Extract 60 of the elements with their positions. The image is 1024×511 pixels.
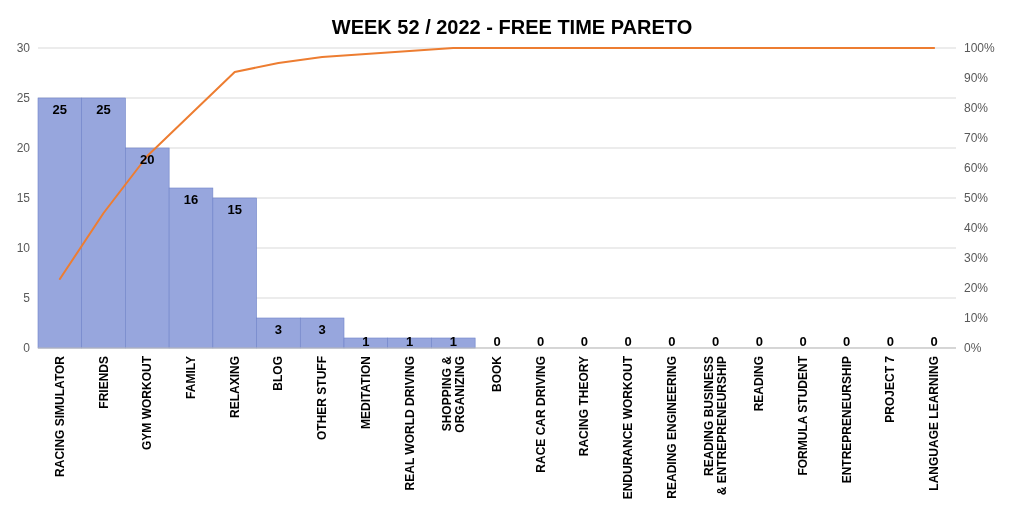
- x-tick-label: RELAXING: [227, 356, 242, 419]
- y-tick-label: 25: [16, 91, 31, 105]
- data-label: 25: [52, 102, 68, 117]
- y2-tick-label: 90%: [964, 71, 989, 85]
- x-tick-label: LANGUAGE LEARNING: [927, 356, 942, 491]
- x-tick-label: RACING THEORY: [577, 356, 592, 457]
- y2-tick-label: 100%: [964, 41, 996, 55]
- y2-tick-label: 10%: [964, 311, 989, 325]
- y-tick-label: 20: [16, 141, 31, 155]
- x-tick-label: SHOPPING & ORGANIZING: [439, 355, 467, 433]
- y-tick-label: 5: [23, 291, 31, 305]
- data-label: 0: [843, 334, 851, 349]
- data-label: 0: [624, 334, 632, 349]
- y2-tick-label: 0%: [964, 341, 982, 355]
- x-tick-label: FRIENDS: [96, 356, 111, 409]
- x-tick-label: FAMILY: [184, 356, 198, 399]
- y2-tick-label: 80%: [964, 101, 989, 115]
- data-label: 0: [755, 334, 763, 349]
- x-tick-label: ENDURANCE WORKOUT: [621, 355, 636, 500]
- x-tick-label: RACE CAR DRIVING: [533, 356, 548, 473]
- data-label: 3: [274, 322, 283, 337]
- y2-tick-label: 60%: [964, 161, 989, 175]
- x-tick-label: READING ENGINEERING: [664, 356, 679, 499]
- x-tick-label: FORMULA STUDENT: [796, 355, 810, 476]
- y2-tick-label: 30%: [964, 251, 989, 265]
- data-label: 15: [227, 202, 242, 217]
- x-tick-label: READING: [752, 356, 767, 412]
- data-label: 16: [183, 192, 199, 207]
- x-tick-label: MEDITATION: [358, 356, 373, 429]
- y2-tick-label: 70%: [964, 131, 989, 145]
- data-label: 0: [886, 334, 895, 349]
- data-label: 1: [362, 334, 370, 349]
- x-tick-label: BLOG: [271, 356, 286, 391]
- chart-title: WEEK 52 / 2022 - FREE TIME PARETO: [331, 16, 693, 38]
- y-tick-label: 30: [16, 41, 31, 55]
- y2-tick-label: 40%: [964, 221, 989, 235]
- y-tick-label: 15: [16, 191, 31, 205]
- data-label: 0: [668, 334, 676, 349]
- x-tick-label: REAL WORLD DRIVING: [402, 356, 417, 491]
- data-label: 0: [799, 334, 807, 349]
- data-label: 25: [96, 102, 111, 117]
- y2-tick-label: 50%: [964, 191, 989, 205]
- x-tick-label: ENTREPRENEURSHIP: [839, 356, 854, 484]
- x-tick-label: OTHER STUFF: [315, 356, 330, 440]
- data-label: 0: [537, 334, 545, 349]
- data-label: 3: [318, 322, 326, 337]
- data-label: 0: [930, 334, 938, 349]
- data-label: 1: [405, 334, 414, 349]
- data-label: 1: [449, 334, 457, 349]
- data-label: 0: [711, 334, 720, 349]
- x-tick-label: RACING SIMULATOR: [52, 355, 67, 477]
- x-tick-label: GYM WORKOUT: [140, 355, 155, 450]
- data-label: 0: [493, 334, 501, 349]
- y-tick-label: 10: [16, 241, 31, 255]
- data-label: 0: [580, 334, 589, 349]
- x-tick-label: READING BUSINESS & ENTREPRENEURSHIP: [702, 356, 730, 496]
- x-tick-label: PROJECT 7: [883, 355, 898, 423]
- y-tick-label: 0: [23, 341, 31, 355]
- x-tick-label: BOOK: [490, 355, 504, 392]
- y2-tick-label: 20%: [964, 281, 989, 295]
